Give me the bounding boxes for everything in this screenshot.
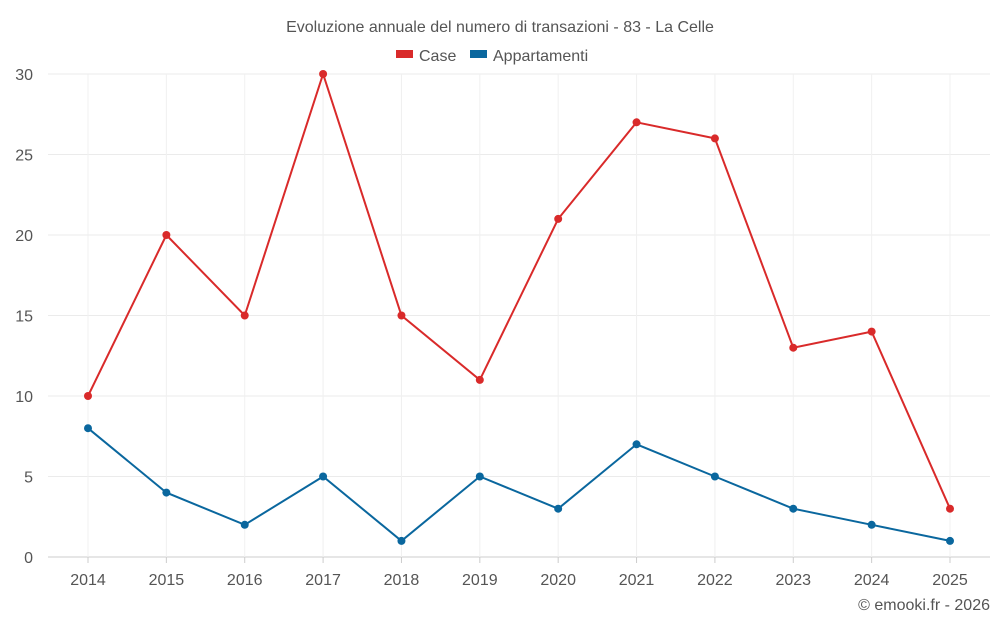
x-tick-label: 2015 bbox=[149, 572, 185, 589]
data-point bbox=[240, 311, 249, 320]
x-tick-label: 2017 bbox=[305, 572, 341, 589]
y-tick-label: 10 bbox=[15, 389, 33, 406]
data-point bbox=[946, 504, 954, 513]
data-point bbox=[789, 343, 798, 352]
legend-label: Appartamenti bbox=[493, 48, 588, 65]
series-line-appartamenti bbox=[87, 427, 951, 543]
data-point bbox=[946, 536, 954, 545]
data-point bbox=[632, 440, 641, 449]
legend-label: Case bbox=[419, 48, 456, 65]
legend-swatch-case bbox=[396, 50, 413, 58]
data-point bbox=[162, 488, 171, 497]
x-tick-label: 2024 bbox=[854, 572, 890, 589]
data-point bbox=[632, 118, 641, 127]
data-point bbox=[84, 424, 92, 433]
x-tick-label: 2019 bbox=[462, 572, 498, 589]
data-point bbox=[240, 520, 249, 529]
data-point bbox=[162, 231, 171, 239]
y-tick-label: 5 bbox=[24, 470, 33, 487]
x-tick-label: 2020 bbox=[540, 572, 576, 589]
legend-swatch-appartamenti bbox=[470, 50, 487, 58]
x-tick-label: 2016 bbox=[227, 572, 263, 589]
grid bbox=[48, 73, 990, 558]
y-tick-label: 25 bbox=[15, 148, 33, 165]
data-point bbox=[397, 536, 406, 545]
data-point bbox=[710, 134, 719, 143]
y-tick-label: 20 bbox=[15, 228, 33, 245]
data-point bbox=[789, 504, 798, 513]
y-tick-label: 15 bbox=[15, 309, 33, 326]
data-point bbox=[84, 392, 92, 400]
data-point bbox=[475, 375, 484, 384]
chart-title: Evoluzione annuale del numero di transaz… bbox=[286, 19, 714, 36]
data-point bbox=[867, 327, 876, 336]
series-layer bbox=[84, 70, 954, 545]
data-point bbox=[554, 214, 563, 223]
data-point bbox=[319, 472, 328, 481]
x-tick-label: 2014 bbox=[70, 572, 106, 589]
y-tick-label: 0 bbox=[24, 550, 33, 567]
series-line-case bbox=[87, 70, 951, 510]
data-point bbox=[319, 70, 328, 78]
x-tick-label: 2022 bbox=[697, 572, 733, 589]
x-tick-label: 2021 bbox=[619, 572, 655, 589]
x-tick-label: 2018 bbox=[384, 572, 420, 589]
data-point bbox=[867, 520, 876, 529]
data-point bbox=[554, 504, 563, 513]
legend: Case Appartamenti bbox=[396, 48, 588, 65]
x-tick-label: 2023 bbox=[775, 572, 811, 589]
data-point bbox=[710, 472, 719, 481]
x-tick-label: 2025 bbox=[932, 572, 968, 589]
data-point bbox=[397, 311, 406, 320]
data-point bbox=[475, 472, 484, 481]
y-tick-label: 30 bbox=[15, 67, 33, 84]
credit: © emooki.fr - 2026 bbox=[858, 597, 990, 614]
